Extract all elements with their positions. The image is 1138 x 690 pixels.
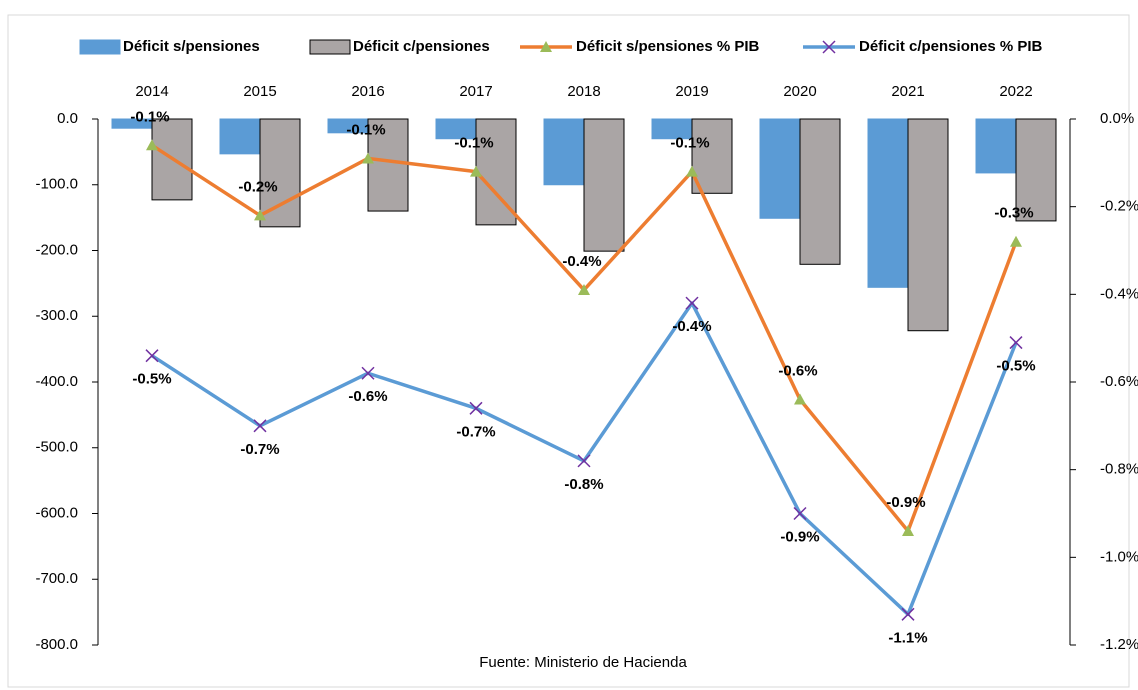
y2-tick-label: -0.4% bbox=[1100, 285, 1138, 302]
marker bbox=[254, 209, 266, 221]
y2-tick-label: -0.8% bbox=[1100, 461, 1138, 478]
marker bbox=[470, 165, 482, 177]
y-tick-label: -600.0 bbox=[35, 504, 78, 521]
marker bbox=[685, 296, 699, 310]
data-label: -0.4% bbox=[672, 318, 711, 335]
bar bbox=[759, 118, 801, 219]
y-tick-label: -800.0 bbox=[35, 636, 78, 653]
data-label: -0.8% bbox=[564, 476, 603, 493]
data-label: -0.1% bbox=[670, 135, 709, 152]
data-label: -0.3% bbox=[994, 205, 1033, 222]
data-label: -0.5% bbox=[996, 358, 1035, 375]
bar bbox=[543, 118, 585, 186]
x-tick-label: 2019 bbox=[675, 83, 708, 100]
y-tick-label: -100.0 bbox=[35, 176, 78, 193]
bar bbox=[583, 118, 625, 252]
legend-label: Déficit c/pensiones bbox=[353, 38, 490, 55]
bar bbox=[907, 118, 949, 332]
y-tick-label: -200.0 bbox=[35, 241, 78, 258]
x-tick-label: 2021 bbox=[891, 83, 924, 100]
bar bbox=[259, 118, 301, 228]
marker bbox=[793, 506, 807, 521]
y-tick-label: 0.0 bbox=[57, 110, 78, 127]
marker bbox=[686, 165, 698, 177]
x-tick-label: 2014 bbox=[135, 83, 168, 100]
y2-tick-label: 0.0% bbox=[1100, 110, 1134, 127]
marker bbox=[794, 393, 806, 405]
data-label: -0.1% bbox=[130, 108, 169, 125]
bar bbox=[867, 118, 909, 288]
chart-border bbox=[7, 14, 1130, 688]
y2-tick-label: -1.2% bbox=[1100, 636, 1138, 653]
marker bbox=[578, 283, 590, 295]
legend-swatch bbox=[309, 39, 351, 55]
marker bbox=[361, 366, 375, 380]
data-label: -0.6% bbox=[348, 388, 387, 405]
y2-tick-label: -1.0% bbox=[1100, 548, 1138, 565]
marker bbox=[1010, 235, 1022, 247]
marker bbox=[145, 349, 159, 363]
data-label: -0.7% bbox=[456, 423, 495, 440]
data-label: -0.9% bbox=[886, 494, 925, 511]
bar bbox=[219, 118, 261, 155]
legend-label: Déficit s/pensiones bbox=[123, 38, 260, 55]
legend-label: Déficit c/pensiones % PIB bbox=[859, 38, 1043, 55]
x-tick-label: 2022 bbox=[999, 83, 1032, 100]
y2-tick-label: -0.6% bbox=[1100, 373, 1138, 390]
marker bbox=[1009, 336, 1023, 350]
legend-label: Déficit s/pensiones % PIB bbox=[576, 38, 760, 55]
data-label: -0.4% bbox=[562, 253, 601, 270]
data-label: -0.7% bbox=[240, 441, 279, 458]
bar bbox=[1015, 118, 1057, 222]
marker bbox=[253, 419, 267, 433]
bar bbox=[691, 118, 733, 194]
marker bbox=[146, 139, 158, 151]
y2-tick-label: -0.2% bbox=[1100, 198, 1138, 215]
data-label: -1.1% bbox=[888, 629, 927, 646]
y-tick-label: -300.0 bbox=[35, 307, 78, 324]
data-label: -0.6% bbox=[778, 363, 817, 380]
legend-swatch bbox=[79, 39, 121, 55]
legend-marker bbox=[540, 41, 552, 52]
marker bbox=[469, 401, 483, 415]
data-label: -0.2% bbox=[238, 178, 277, 195]
marker bbox=[902, 525, 914, 537]
data-label: -0.1% bbox=[454, 135, 493, 152]
data-label: -0.9% bbox=[780, 528, 819, 545]
y-tick-label: -400.0 bbox=[35, 373, 78, 390]
source-note: Fuente: Ministerio de Hacienda bbox=[479, 654, 687, 671]
x-tick-label: 2017 bbox=[459, 83, 492, 100]
marker bbox=[577, 454, 591, 468]
x-tick-label: 2020 bbox=[783, 83, 816, 100]
x-tick-label: 2018 bbox=[567, 83, 600, 100]
x-tick-label: 2016 bbox=[351, 83, 384, 100]
data-label: -0.1% bbox=[346, 121, 385, 138]
data-label: -0.5% bbox=[132, 371, 171, 388]
marker bbox=[362, 152, 374, 164]
y-tick-label: -700.0 bbox=[35, 570, 78, 587]
marker bbox=[901, 607, 915, 621]
x-tick-label: 2015 bbox=[243, 83, 276, 100]
bar bbox=[799, 118, 841, 265]
legend-marker bbox=[822, 40, 836, 54]
y-tick-label: -500.0 bbox=[35, 439, 78, 456]
bar bbox=[975, 118, 1017, 174]
